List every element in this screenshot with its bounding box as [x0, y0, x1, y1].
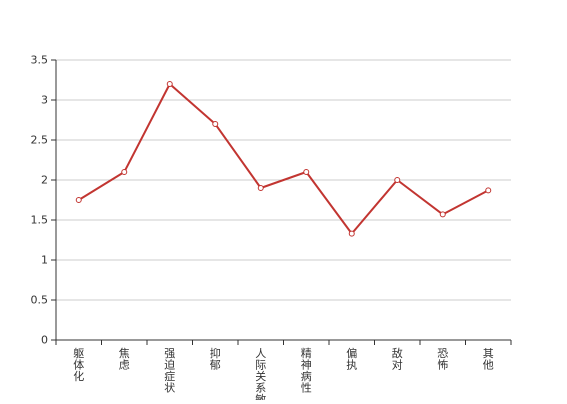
data-point: [212, 121, 219, 127]
data-point: [485, 187, 492, 194]
x-tick-label: 躯体化: [73, 347, 84, 383]
y-tick-label: 2: [41, 174, 48, 187]
x-tick-label: 焦虑: [119, 347, 130, 372]
y-tick-label: 1: [41, 254, 48, 267]
data-point: [75, 197, 82, 203]
x-tick-label: 抑郁: [210, 346, 221, 372]
x-tick-label: 恐怖: [437, 347, 448, 372]
data-point: [121, 169, 128, 175]
x-tick-label: 人际关系敏感: [255, 347, 266, 400]
x-tick-label: 敌对: [392, 346, 403, 372]
data-point: [166, 81, 173, 87]
y-tick-label: 0.5: [31, 294, 49, 307]
data-point: [257, 185, 264, 191]
x-tick-label: 强迫症状: [164, 347, 175, 395]
data-point: [348, 230, 355, 237]
data-point: [394, 177, 401, 183]
x-tick-label: 精神病性: [301, 347, 312, 395]
y-tick-label: 2.5: [31, 134, 49, 147]
label-layer: 0 0.5 1 1.5 2 2.5 3 3.5 躯体化 焦虑 强迫症状 抑郁 人际关系敏感 精神病性 偏执 敌…: [31, 54, 494, 404]
x-tick-label: 其他: [483, 347, 494, 372]
grid-layer: [56, 59, 511, 301]
data-point: [439, 211, 446, 218]
y-tick-label: 0: [41, 334, 48, 347]
axis-layer: [51, 59, 512, 345]
x-tick-label: 偏执: [346, 346, 357, 372]
series-line: [77, 83, 490, 235]
data-point: [303, 169, 310, 175]
y-tick-label: 3: [41, 94, 48, 107]
series-layer: [75, 81, 492, 237]
y-tick-label: 1.5: [31, 214, 49, 227]
y-tick-label: 3.5: [31, 54, 49, 67]
